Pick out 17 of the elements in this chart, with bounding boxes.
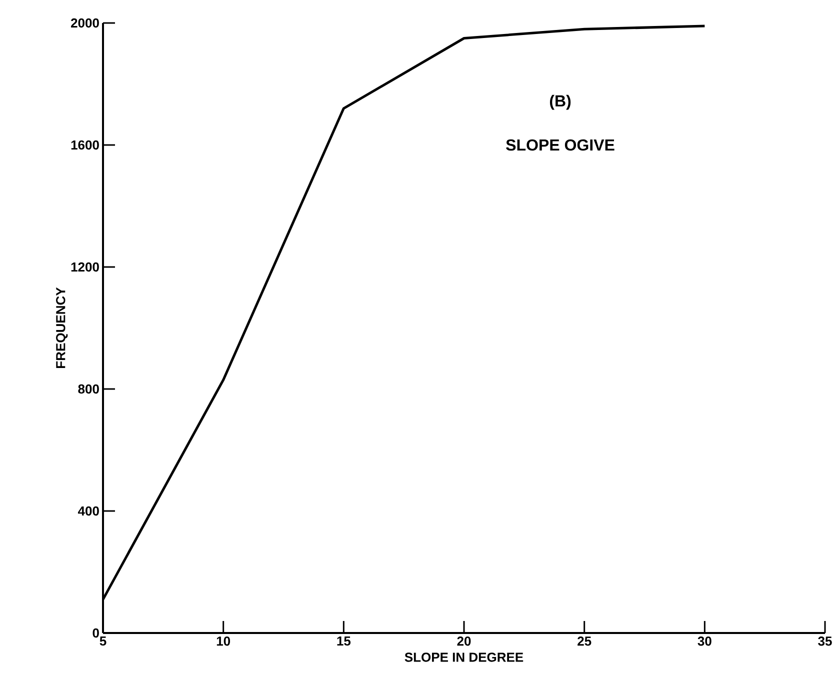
x-tick-label: 5 (100, 636, 106, 646)
y-tick-label: 1200 (71, 262, 99, 272)
y-tick-label: 800 (78, 384, 99, 394)
text: SLOPE OGIVE (506, 139, 614, 151)
x-tick-label: 20 (457, 636, 471, 646)
y-tick-label: 2000 (71, 18, 99, 28)
y-axis-title: FREQUENCY (56, 287, 68, 368)
y-tick-label: 400 (78, 506, 99, 516)
x-tick-label: 10 (216, 636, 230, 646)
x-tick-label: 15 (337, 636, 351, 646)
x-tick-label: 25 (578, 636, 592, 646)
x-tick-label: 30 (698, 636, 712, 646)
y-tick-label: 0 (92, 628, 99, 638)
text: (B) (550, 94, 571, 110)
y-tick-label: 1600 (71, 140, 99, 150)
x-tick-label: 35 (818, 636, 832, 646)
x-axis-title: SLOPE IN DEGREE (404, 652, 524, 662)
